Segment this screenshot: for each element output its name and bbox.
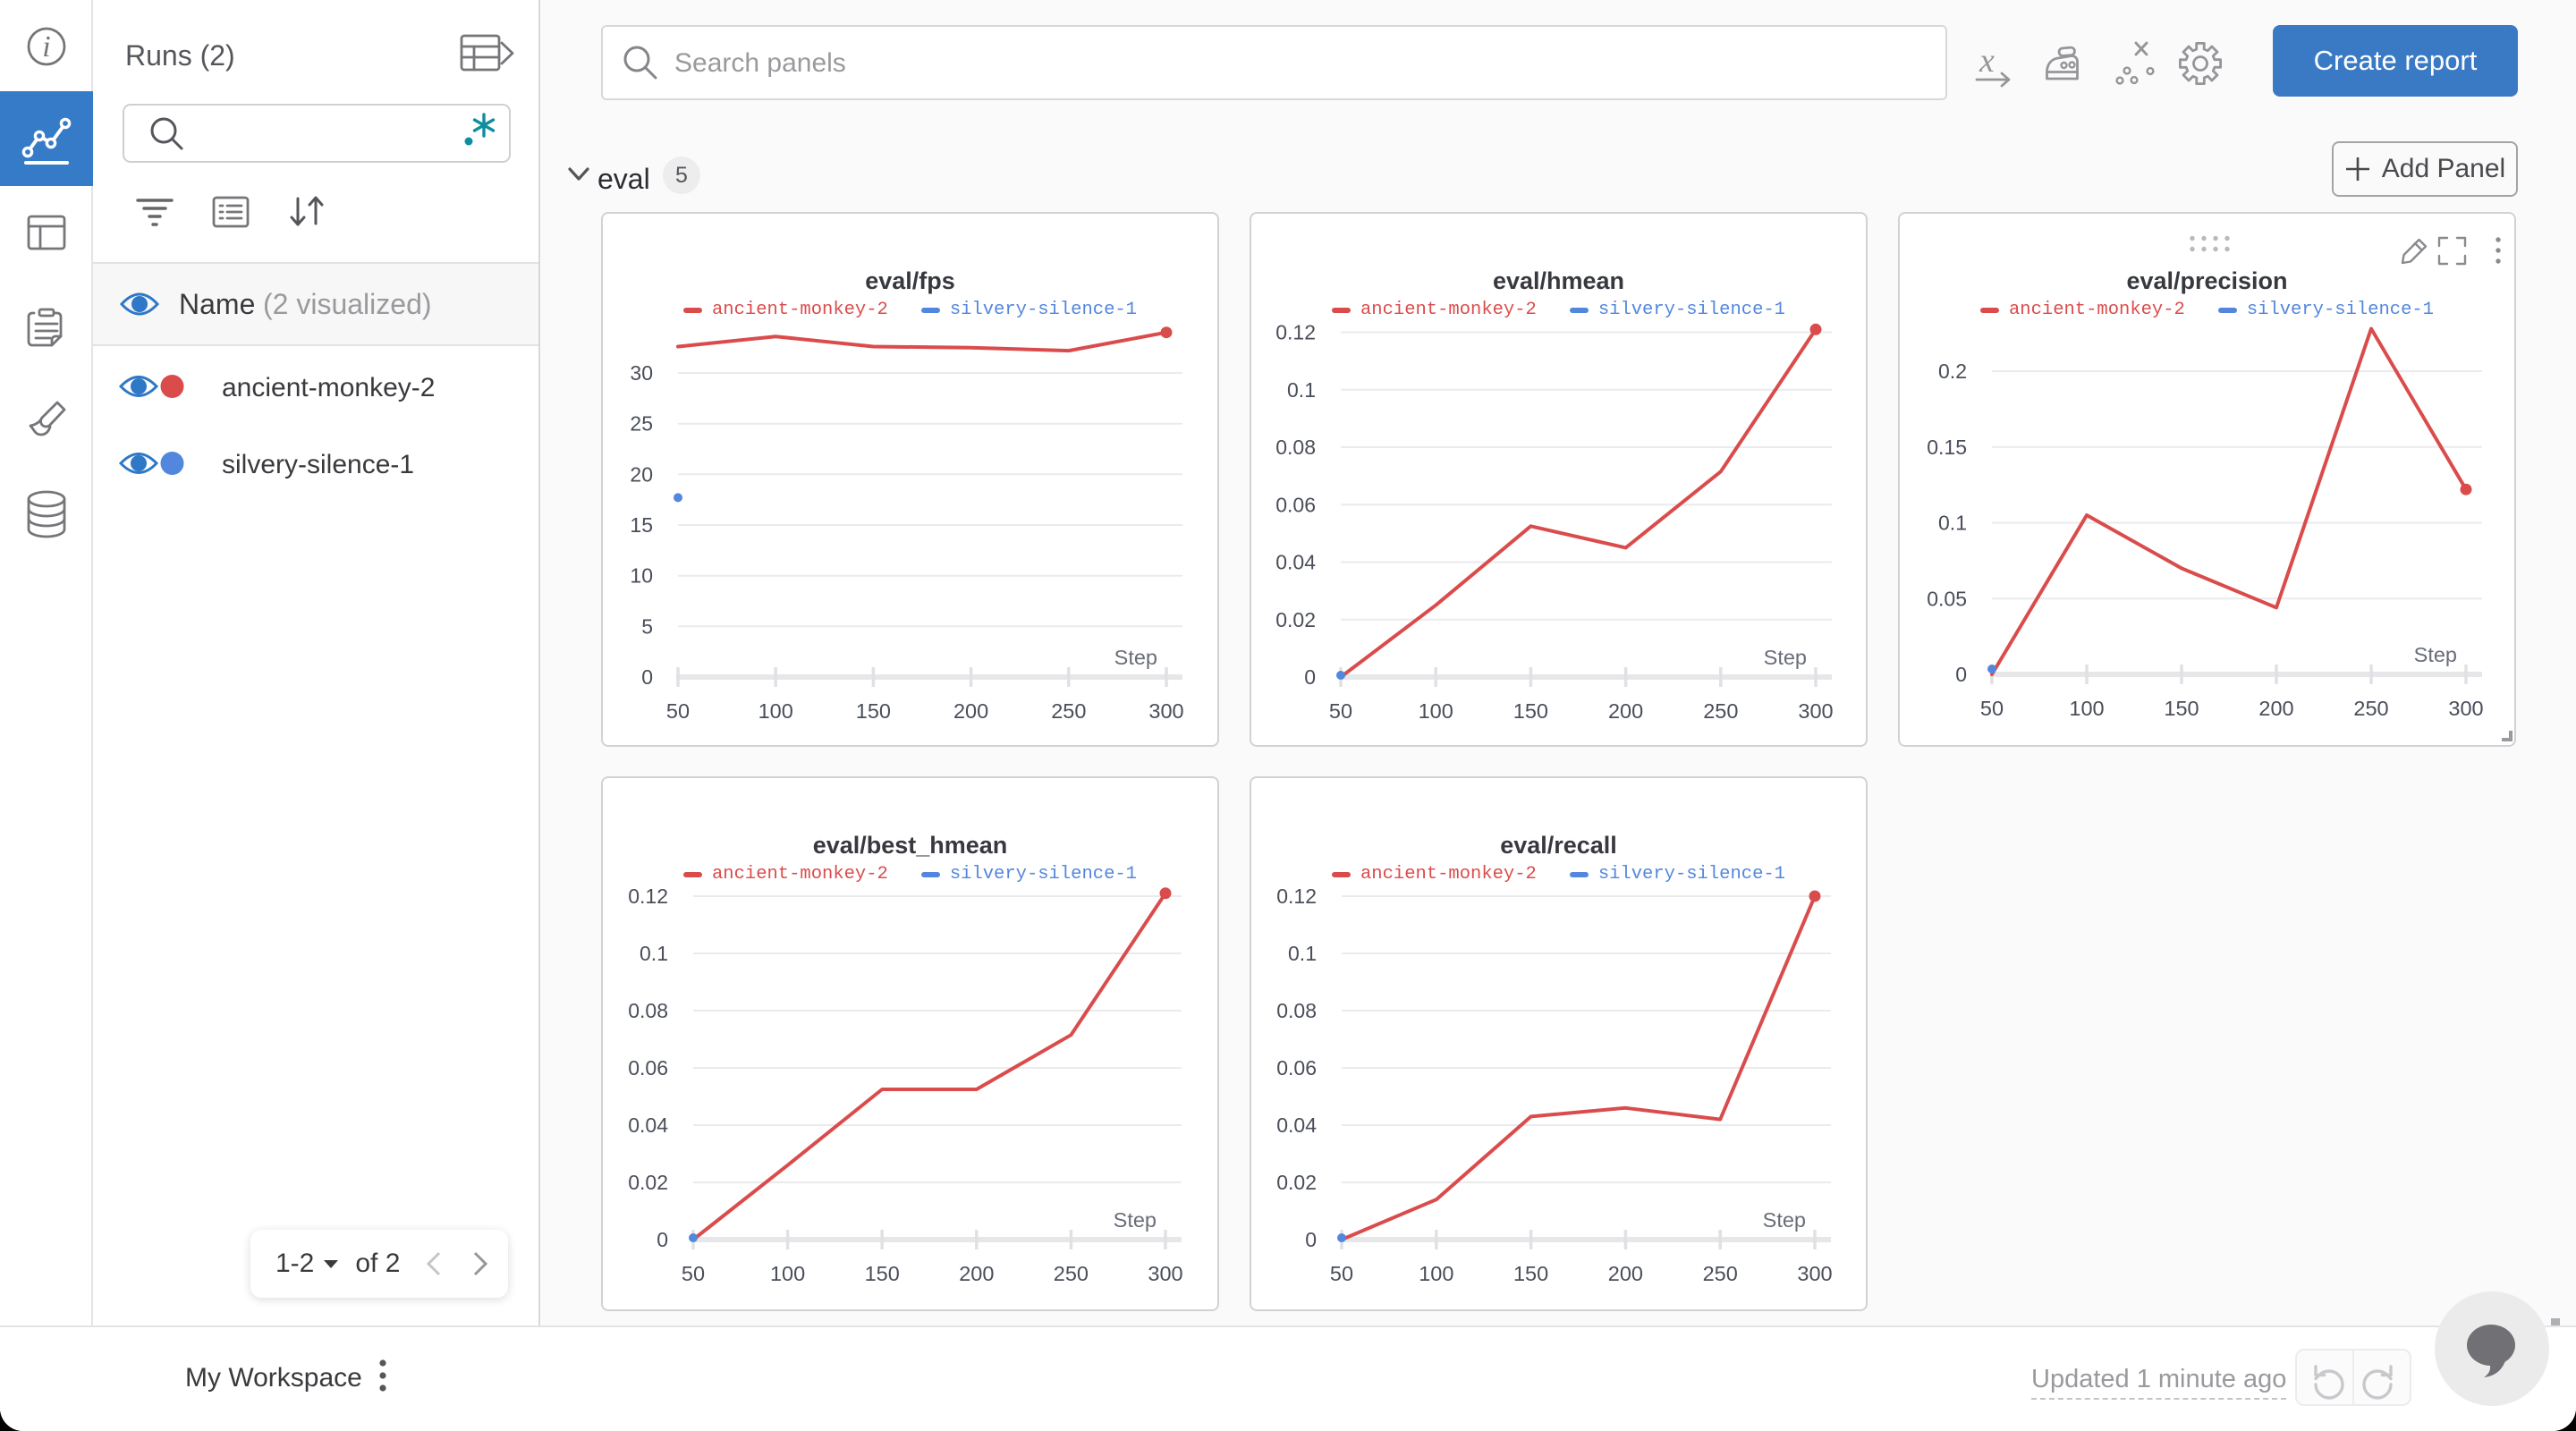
svg-text:10: 10 [630, 564, 653, 588]
svg-text:0.08: 0.08 [628, 999, 668, 1022]
svg-text:0: 0 [657, 1228, 668, 1251]
svg-text:300: 300 [1798, 699, 1833, 723]
svg-text:300: 300 [2448, 697, 2483, 720]
svg-text:150: 150 [1513, 1262, 1548, 1285]
svg-text:100: 100 [758, 699, 793, 723]
svg-text:0.12: 0.12 [1276, 885, 1317, 908]
svg-text:5: 5 [641, 614, 653, 638]
svg-text:15: 15 [630, 513, 653, 537]
svg-text:300: 300 [1148, 1262, 1182, 1285]
svg-text:150: 150 [865, 1262, 900, 1285]
svg-text:ancient-monkey-2: ancient-monkey-2 [222, 373, 435, 402]
svg-text:100: 100 [2069, 697, 2104, 720]
svg-text:200: 200 [959, 1262, 994, 1285]
svg-text:0.02: 0.02 [628, 1171, 668, 1194]
svg-text:250: 250 [1054, 1262, 1089, 1285]
svg-text:300: 300 [1148, 699, 1183, 723]
svg-text:100: 100 [1419, 699, 1453, 723]
svg-text:300: 300 [1797, 1262, 1832, 1285]
svg-text:0.04: 0.04 [1275, 551, 1316, 574]
svg-text:30: 30 [630, 361, 653, 385]
svg-text:0.2: 0.2 [1938, 360, 1967, 383]
svg-text:Step: Step [1763, 1208, 1806, 1232]
svg-text:Step: Step [1764, 646, 1807, 669]
svg-text:x: x [1979, 42, 1995, 80]
svg-text:i: i [42, 30, 50, 64]
svg-text:0.04: 0.04 [628, 1113, 668, 1137]
svg-text:0.06: 0.06 [628, 1056, 668, 1080]
svg-text:50: 50 [1330, 1262, 1353, 1285]
svg-text:0.12: 0.12 [1275, 321, 1316, 344]
svg-text:25: 25 [630, 412, 653, 436]
svg-text:0.1: 0.1 [1938, 512, 1967, 535]
svg-text:silvery-silence-1: silvery-silence-1 [222, 450, 414, 479]
svg-text:200: 200 [953, 699, 988, 723]
svg-text:200: 200 [2258, 697, 2293, 720]
svg-text:50: 50 [1980, 697, 2004, 720]
svg-text:50: 50 [666, 699, 690, 723]
svg-text:0.05: 0.05 [1927, 587, 1967, 610]
svg-text:0.08: 0.08 [1276, 999, 1317, 1022]
svg-text:250: 250 [1703, 1262, 1738, 1285]
svg-text:100: 100 [1419, 1262, 1453, 1285]
svg-text:0.15: 0.15 [1927, 436, 1967, 459]
svg-text:200: 200 [1608, 1262, 1643, 1285]
svg-text:150: 150 [856, 699, 891, 723]
svg-text:0.06: 0.06 [1276, 1056, 1317, 1080]
svg-text:Step: Step [1114, 1208, 1157, 1232]
svg-text:0: 0 [1304, 665, 1316, 689]
svg-text:(2 visualized): (2 visualized) [263, 288, 432, 320]
svg-text:0.1: 0.1 [1288, 942, 1317, 965]
svg-text:0.04: 0.04 [1276, 1113, 1317, 1137]
svg-text:0: 0 [641, 665, 653, 689]
svg-text:0.08: 0.08 [1275, 436, 1316, 459]
svg-text:0.1: 0.1 [1287, 378, 1316, 402]
svg-text:0.1: 0.1 [640, 942, 668, 965]
svg-text:Name: Name [179, 288, 255, 320]
svg-text:0: 0 [1955, 663, 1967, 686]
svg-text:250: 250 [1703, 699, 1738, 723]
svg-text:250: 250 [1051, 699, 1086, 723]
svg-text:0.12: 0.12 [628, 885, 668, 908]
svg-text:0.06: 0.06 [1275, 493, 1316, 516]
svg-text:200: 200 [1608, 699, 1643, 723]
svg-text:50: 50 [1329, 699, 1352, 723]
svg-text:100: 100 [770, 1262, 805, 1285]
svg-text:20: 20 [630, 462, 653, 486]
svg-text:150: 150 [1513, 699, 1548, 723]
svg-text:250: 250 [2353, 697, 2388, 720]
svg-text:Step: Step [1114, 646, 1157, 669]
svg-text:0.02: 0.02 [1275, 608, 1316, 631]
svg-text:150: 150 [2164, 697, 2199, 720]
svg-text:Step: Step [2414, 643, 2457, 666]
svg-text:50: 50 [682, 1262, 705, 1285]
svg-text:0: 0 [1305, 1228, 1317, 1251]
svg-text:0.02: 0.02 [1276, 1171, 1317, 1194]
